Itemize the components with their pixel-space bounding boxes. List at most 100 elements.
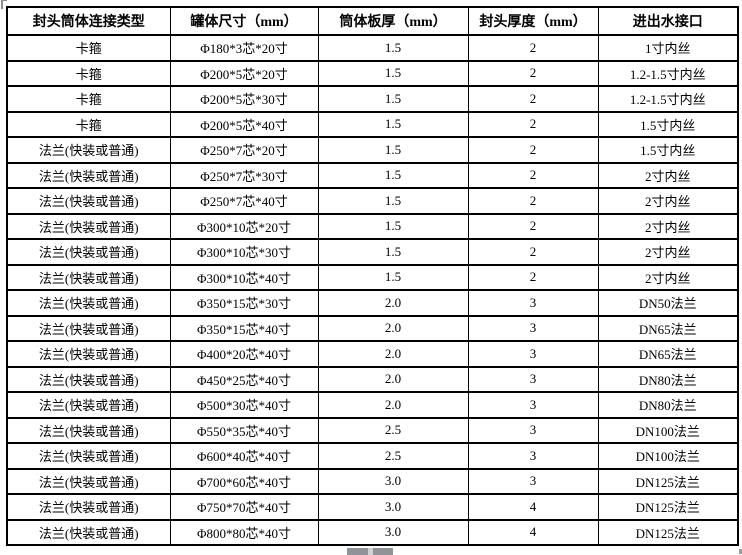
table-row: 卡箍 Φ180*3芯*20寸 1.5 2 1寸内丝 — [6, 34, 739, 62]
table-cell: Φ200*5芯*40寸 — [169, 111, 319, 138]
table-cell: 2 — [467, 85, 599, 113]
table-cell: Φ350*15芯*30寸 — [169, 289, 319, 317]
table-cell: Φ350*15芯*40寸 — [169, 315, 319, 342]
table-cell: 2寸内丝 — [597, 213, 739, 240]
drag-handle-notch — [367, 548, 373, 555]
header-row: 封头筒体连接类型 罐体尺寸（mm） 筒体板厚（mm） 封头厚度（mm） 进出水接… — [6, 6, 739, 36]
table-cell: 2 — [467, 264, 599, 291]
column-header-tank-size: 罐体尺寸（mm） — [169, 6, 319, 36]
table-cell: 法兰(快装或普通) — [6, 213, 171, 240]
table-cell: 卡箍 — [6, 34, 171, 62]
table-cell: Φ300*10芯*40寸 — [169, 264, 319, 291]
table-row: 法兰(快装或普通) Φ600*40芯*40寸 2.5 3 DN100法兰 — [6, 442, 739, 470]
table-row: 法兰(快装或普通) Φ550*35芯*40寸 2.5 3 DN100法兰 — [6, 417, 739, 444]
table-cell: 3 — [467, 315, 599, 342]
table-cell: 3.0 — [317, 468, 469, 495]
table-cell: 2.5 — [317, 442, 469, 470]
table-cell: Φ200*5芯*20寸 — [169, 60, 319, 87]
table-cell: 1.5寸内丝 — [597, 136, 739, 164]
table-cell: 1.2-1.5寸内丝 — [597, 85, 739, 113]
table-cell: 2.0 — [317, 289, 469, 317]
table-row: 法兰(快装或普通) Φ800*80芯*40寸 3.0 4 DN125法兰 — [6, 519, 739, 546]
table-cell: Φ300*10芯*30寸 — [169, 238, 319, 266]
table-cell: Φ500*30芯*40寸 — [169, 391, 319, 419]
table-cell: 4 — [467, 493, 599, 521]
table-cell: Φ200*5芯*30寸 — [169, 85, 319, 113]
table-cell: Φ180*3芯*20寸 — [169, 34, 319, 62]
table-cell: 3.0 — [317, 493, 469, 521]
table-cell: 1.2-1.5寸内丝 — [597, 60, 739, 87]
table-cell: 卡箍 — [6, 85, 171, 113]
table-cell: 2 — [467, 136, 599, 164]
corner-speck — [739, 549, 742, 554]
column-header-connection-type: 封头筒体连接类型 — [6, 6, 171, 36]
table-cell: 3 — [467, 468, 599, 495]
table-cell: 2 — [467, 162, 599, 189]
table-cell: Φ550*35芯*40寸 — [169, 417, 319, 444]
table-cell: 1.5 — [317, 238, 469, 266]
table-cell: Φ300*10芯*20寸 — [169, 213, 319, 240]
column-header-head-thickness: 封头厚度（mm） — [467, 6, 599, 36]
table-row: 法兰(快装或普通) Φ450*25芯*40寸 2.0 3 DN80法兰 — [6, 366, 739, 393]
table-cell: 1.5寸内丝 — [597, 111, 739, 138]
table-cell: DN100法兰 — [597, 442, 739, 470]
table-cell: Φ250*7芯*40寸 — [169, 187, 319, 215]
table-cell: 2 — [467, 111, 599, 138]
table-cell: 法兰(快装或普通) — [6, 187, 171, 215]
table-cell: 1寸内丝 — [597, 34, 739, 62]
table-cell: 卡箍 — [6, 60, 171, 87]
table-cell: 3 — [467, 289, 599, 317]
table-cell: DN80法兰 — [597, 366, 739, 393]
table-cell: 2寸内丝 — [597, 238, 739, 266]
table-cell: 3 — [467, 417, 599, 444]
table-cell: DN125法兰 — [597, 519, 739, 546]
table-cell: 2 — [467, 213, 599, 240]
table-row: 法兰(快装或普通) Φ250*7芯*20寸 1.5 2 1.5寸内丝 — [6, 136, 739, 164]
table-cell: 2寸内丝 — [597, 162, 739, 189]
table-cell: Φ250*7芯*20寸 — [169, 136, 319, 164]
table-cell: 2寸内丝 — [597, 264, 739, 291]
table-cell: 3.0 — [317, 519, 469, 546]
table-cell: 2寸内丝 — [597, 187, 739, 215]
table-cell: 法兰(快装或普通) — [6, 493, 171, 521]
table-cell: Φ450*25芯*40寸 — [169, 366, 319, 393]
table-cell: 1.5 — [317, 162, 469, 189]
table-cell: Φ700*60芯*40寸 — [169, 468, 319, 495]
table-row: 法兰(快装或普通) Φ300*10芯*40寸 1.5 2 2寸内丝 — [6, 264, 739, 291]
table-row: 法兰(快装或普通) Φ750*70芯*40寸 3.0 4 DN125法兰 — [6, 493, 739, 521]
table-cell: 2 — [467, 60, 599, 87]
table-cell: 法兰(快装或普通) — [6, 366, 171, 393]
table-cell: 4 — [467, 519, 599, 546]
table-cell: Φ750*70芯*40寸 — [169, 493, 319, 521]
table-cell: 法兰(快装或普通) — [6, 162, 171, 189]
table-cell: 1.5 — [317, 136, 469, 164]
table-cell: 法兰(快装或普通) — [6, 340, 171, 368]
table-cell: 1.5 — [317, 264, 469, 291]
table-cell: 法兰(快装或普通) — [6, 289, 171, 317]
spec-table: 封头筒体连接类型 罐体尺寸（mm） 筒体板厚（mm） 封头厚度（mm） 进出水接… — [6, 6, 739, 546]
table-cell: DN65法兰 — [597, 315, 739, 342]
spec-table-container: 封头筒体连接类型 罐体尺寸（mm） 筒体板厚（mm） 封头厚度（mm） 进出水接… — [6, 6, 739, 546]
table-cell: 法兰(快装或普通) — [6, 315, 171, 342]
table-cell: 2 — [467, 187, 599, 215]
table-cell: 2.0 — [317, 391, 469, 419]
table-cell: 3 — [467, 340, 599, 368]
table-cell: DN80法兰 — [597, 391, 739, 419]
anchor-mark — [1, 0, 7, 9]
table-cell: Φ800*80芯*40寸 — [169, 519, 319, 546]
table-drag-handle[interactable] — [347, 548, 393, 555]
table-cell: DN100法兰 — [597, 417, 739, 444]
table-cell: 3 — [467, 442, 599, 470]
table-cell: 3 — [467, 366, 599, 393]
table-cell: DN50法兰 — [597, 289, 739, 317]
table-row: 法兰(快装或普通) Φ350*15芯*40寸 2.0 3 DN65法兰 — [6, 315, 739, 342]
table-cell: 法兰(快装或普通) — [6, 519, 171, 546]
table-cell: 2.0 — [317, 315, 469, 342]
table-row: 法兰(快装或普通) Φ300*10芯*30寸 1.5 2 2寸内丝 — [6, 238, 739, 266]
table-cell: DN65法兰 — [597, 340, 739, 368]
table-row: 卡箍 Φ200*5芯*20寸 1.5 2 1.2-1.5寸内丝 — [6, 60, 739, 87]
table-cell: 2 — [467, 34, 599, 62]
table-cell: 法兰(快装或普通) — [6, 264, 171, 291]
table-row: 法兰(快装或普通) Φ350*15芯*30寸 2.0 3 DN50法兰 — [6, 289, 739, 317]
